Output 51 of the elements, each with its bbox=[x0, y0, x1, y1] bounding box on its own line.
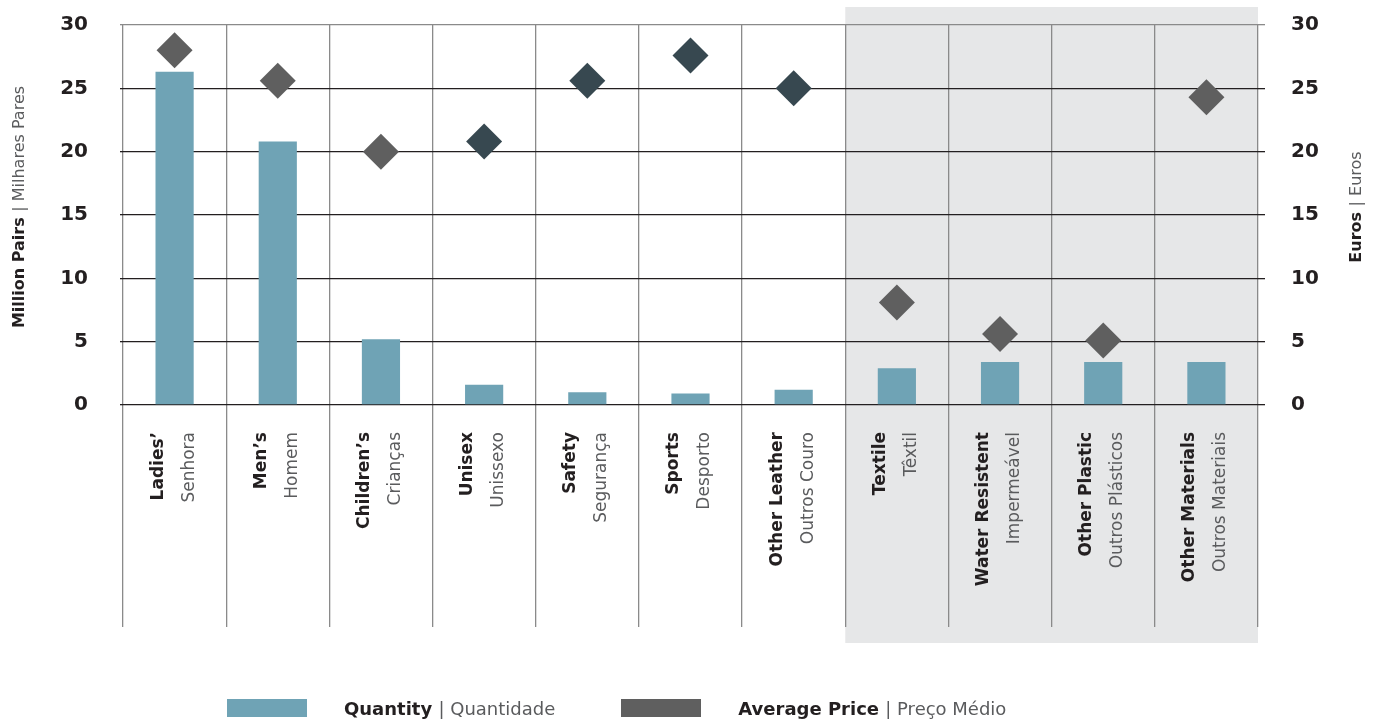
y-tick-label: 0 bbox=[74, 391, 88, 416]
y-axis-title: Million Pairs | Milhares Pares bbox=[9, 85, 29, 329]
bar bbox=[568, 392, 607, 405]
y-tick-label: 15 bbox=[60, 201, 88, 226]
x-tick-label: Unisex Unissexo bbox=[456, 431, 508, 508]
x-tick-label: Safety Segurança bbox=[559, 432, 611, 523]
y-tick-label: 10 bbox=[60, 264, 88, 289]
legend-label: Quantity | Quantidade bbox=[344, 697, 556, 719]
y2-tick-label: 30 bbox=[1291, 11, 1319, 36]
x-tick-label: Other Plastic Outros Plásticos bbox=[1075, 431, 1127, 569]
bar bbox=[1187, 361, 1226, 405]
x-tick-label: Ladies’ Senhora bbox=[146, 432, 198, 503]
y-tick-label: 30 bbox=[60, 11, 88, 36]
point bbox=[466, 123, 503, 160]
bar bbox=[671, 393, 710, 405]
bar bbox=[877, 368, 916, 405]
bar bbox=[155, 71, 194, 405]
bar bbox=[258, 141, 297, 405]
y2-tick-label: 0 bbox=[1291, 391, 1305, 416]
point bbox=[775, 70, 812, 107]
x-tick-label: Children’s Crianças bbox=[352, 431, 404, 529]
y2-tick-label: 25 bbox=[1291, 74, 1319, 99]
bar bbox=[1084, 361, 1123, 405]
point bbox=[569, 62, 606, 99]
x-tick-label: Other Materials Outros Materiais bbox=[1178, 431, 1230, 583]
point bbox=[672, 37, 709, 74]
point bbox=[982, 316, 1019, 353]
x-tick-label: Men’s Homem bbox=[249, 432, 301, 499]
y2-tick-label: 10 bbox=[1291, 264, 1319, 289]
bar bbox=[361, 339, 401, 405]
point bbox=[878, 284, 915, 321]
y-tick-label: 5 bbox=[74, 327, 88, 352]
point bbox=[1085, 322, 1122, 359]
x-tick-label: Other Leather Outros Couro bbox=[765, 431, 817, 567]
point bbox=[156, 32, 193, 69]
y-tick-label: 20 bbox=[60, 137, 88, 162]
y2-tick-label: 5 bbox=[1291, 327, 1305, 352]
x-tick-label: Sports Desporto bbox=[662, 432, 714, 510]
bar bbox=[774, 389, 813, 405]
bar bbox=[465, 384, 504, 405]
y2-tick-label: 20 bbox=[1291, 137, 1319, 162]
bar bbox=[980, 361, 1020, 405]
x-tick-label: Textile Têxtil bbox=[868, 432, 920, 496]
y2-tick-label: 15 bbox=[1291, 201, 1319, 226]
point bbox=[362, 133, 399, 170]
legend-label: Average Price | Preço Médio bbox=[738, 697, 1007, 719]
point bbox=[259, 62, 296, 99]
y-tick-label: 25 bbox=[60, 74, 88, 99]
y2-axis-title: Euros | Euros bbox=[1346, 151, 1366, 263]
point bbox=[1188, 79, 1225, 116]
x-tick-label: Water Resistent Impermeável bbox=[971, 432, 1023, 587]
